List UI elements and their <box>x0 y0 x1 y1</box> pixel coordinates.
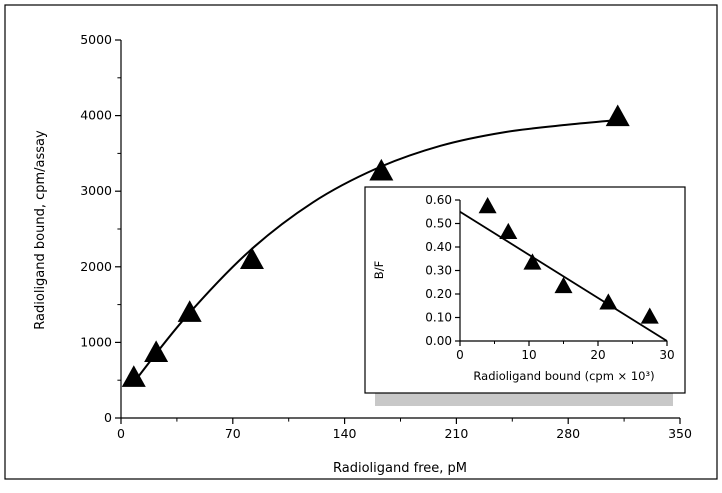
main-data-point <box>605 104 630 127</box>
inset-data-point <box>523 253 542 270</box>
inset-y-axis-label: B/F <box>372 261 386 279</box>
main-data-points <box>121 104 630 387</box>
inset-x-tick-label: 30 <box>659 348 674 362</box>
inset-y-tick-label: 0.50 <box>425 217 452 231</box>
main-y-tick-label: 3000 <box>80 183 112 198</box>
main-x-tick-label: 280 <box>556 426 580 441</box>
inset-x-tick-label: 10 <box>521 348 536 362</box>
main-data-point <box>144 340 169 362</box>
main-y-tick-label: 2000 <box>80 259 112 274</box>
main-y-tick-label: 1000 <box>80 334 112 349</box>
main-ticks: 0 70 140 210 280 350 0 1000 2000 3000 4000 5000 <box>80 32 692 441</box>
inset-x-axis-label: Radioligand bound (cpm × 10³) <box>473 369 654 383</box>
inset-x-tick-label: 0 <box>456 348 464 362</box>
main-y-axis-label: Radioligand bound, cpm/assay <box>33 130 48 330</box>
inset-data-point <box>499 222 518 240</box>
main-data-point <box>121 365 146 387</box>
main-y-tick-label: 0 <box>104 410 112 425</box>
inset-data-point <box>599 293 618 310</box>
inset-y-tick-label: 0.60 <box>425 193 452 207</box>
main-x-tick-label: 210 <box>444 426 468 441</box>
inset-fit-line <box>459 210 668 342</box>
inset-y-tick-label: 0.20 <box>425 287 452 301</box>
main-x-axis-label: Radioligand free, pM <box>333 461 467 476</box>
inset-y-tick-label: 0.10 <box>425 311 452 325</box>
main-data-point <box>177 300 202 322</box>
main-data-point <box>369 158 394 181</box>
main-x-tick-label: 350 <box>668 426 692 441</box>
inset-data-point <box>478 197 497 214</box>
inset-data-points <box>478 197 659 324</box>
inset-data-point <box>640 307 659 324</box>
inset-y-tick-label: 0.40 <box>425 240 452 254</box>
main-fit-curve <box>132 119 618 384</box>
inset-y-tick-label: 0.30 <box>425 264 452 278</box>
main-data-point <box>239 247 264 269</box>
main-x-tick-label: 70 <box>225 426 241 441</box>
main-x-tick-label: 0 <box>117 426 125 441</box>
inset-y-tick-label: 0.00 <box>425 334 452 348</box>
inset-x-tick-label: 20 <box>590 348 605 362</box>
inset-data-point <box>554 276 573 294</box>
inset-ticks: 0 10 20 30 0.00 0.10 0.20 0.30 0.40 0.50 0.60 <box>425 193 674 362</box>
inset-panel <box>364 186 686 394</box>
main-y-tick-label: 4000 <box>80 108 112 123</box>
main-x-tick-label: 140 <box>333 426 357 441</box>
main-y-tick-label: 5000 <box>80 32 112 47</box>
